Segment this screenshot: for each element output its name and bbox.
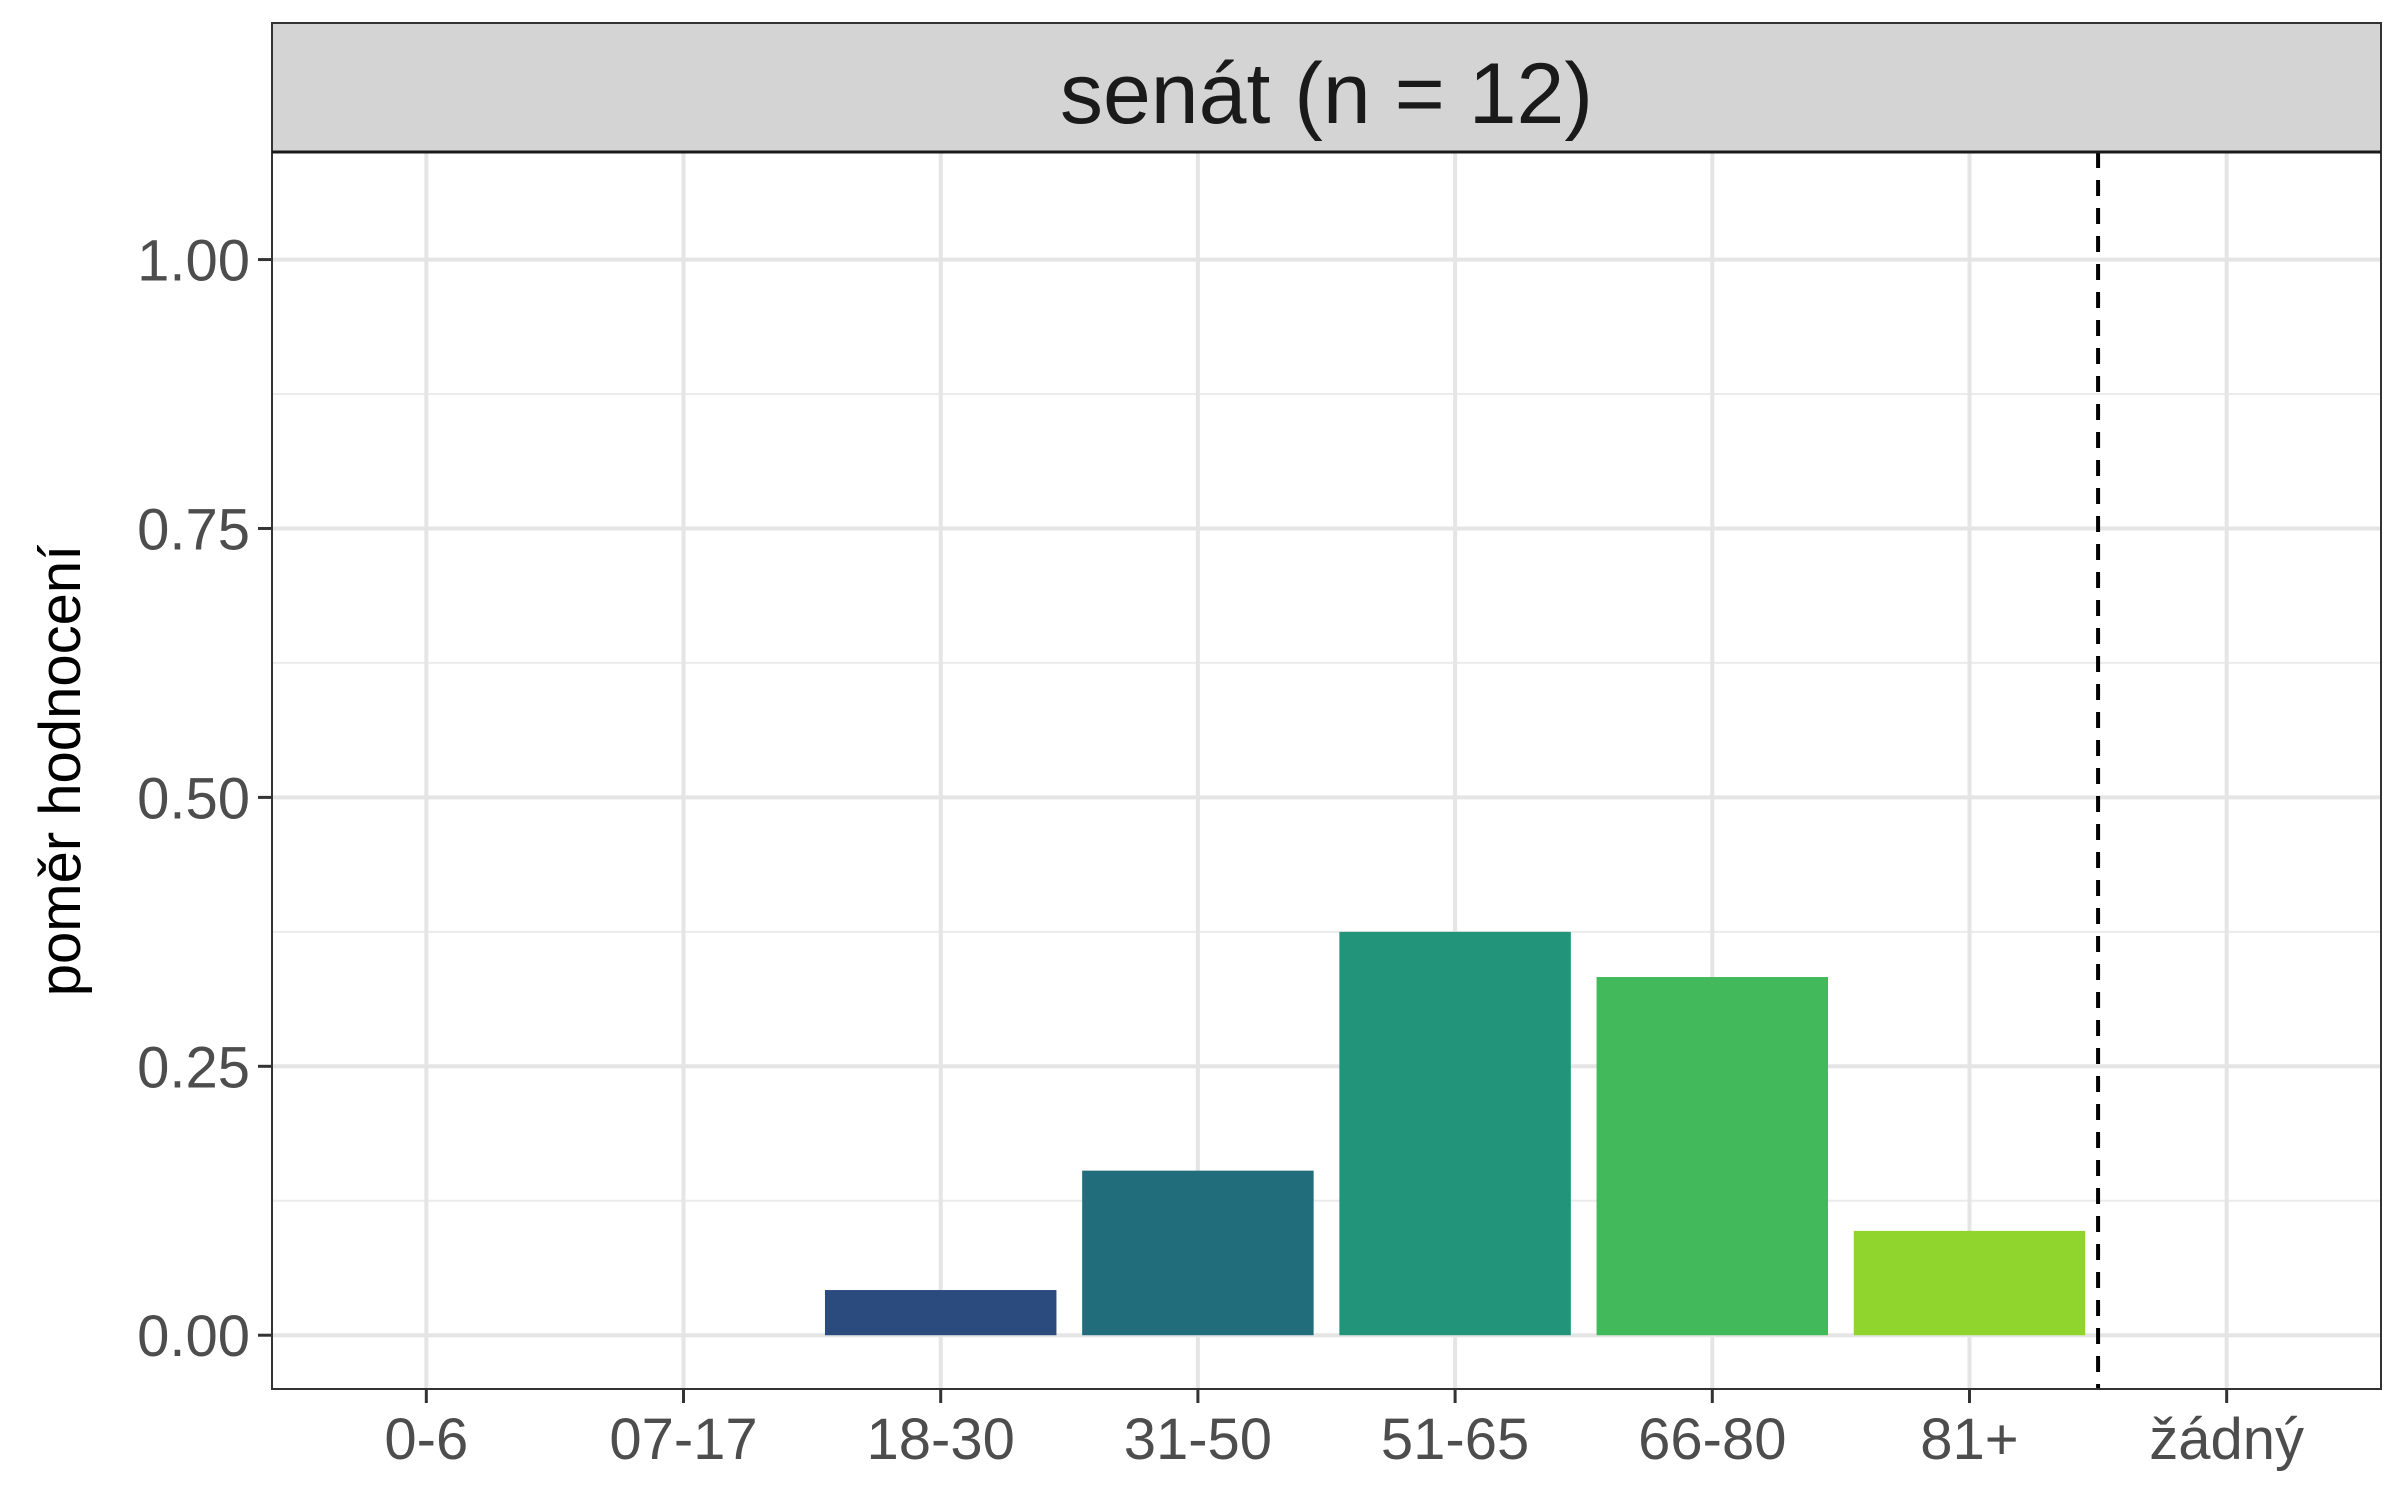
bar-81+ <box>1853 1230 2086 1336</box>
y-axis: 0.00 0.25 0.50 0.75 1.00 <box>137 229 272 1369</box>
y-tick-label: 1.00 <box>137 229 250 294</box>
bar-31-50 <box>1082 1170 1314 1336</box>
x-tick-label: 0-6 <box>384 1407 468 1472</box>
bar-66-80 <box>1596 977 1829 1336</box>
x-tick-label: 18-30 <box>867 1407 1015 1472</box>
y-tick-label: 0.25 <box>137 1035 250 1100</box>
y-tick-label: 0.00 <box>137 1304 250 1369</box>
facet-strip-background <box>271 22 2382 153</box>
facet-strip: senát (n = 12) <box>271 22 2382 154</box>
y-tick-label: 0.75 <box>137 497 250 562</box>
x-tick-label: 51-65 <box>1381 1407 1529 1472</box>
x-tick-label: žádný <box>2149 1407 2304 1472</box>
x-tick-label: 81+ <box>1920 1407 2018 1472</box>
x-tick-label: 07-17 <box>609 1407 757 1472</box>
bar-18-30 <box>824 1290 1057 1336</box>
bar-51-65 <box>1339 931 1571 1336</box>
x-tick-label: 31-50 <box>1124 1407 1272 1472</box>
panel-background <box>272 152 2381 1389</box>
x-axis: 0-6 07-17 18-30 31-50 51-65 66-80 81+ žádný <box>384 1389 2304 1472</box>
facet-title: senát (n = 12) <box>1060 46 1593 142</box>
x-tick-label: 66-80 <box>1638 1407 1786 1472</box>
bars <box>824 931 2086 1336</box>
y-axis-title: poměr hodnocení <box>28 545 93 996</box>
y-tick-label: 0.50 <box>137 766 250 831</box>
plot-panel <box>272 152 2381 1389</box>
